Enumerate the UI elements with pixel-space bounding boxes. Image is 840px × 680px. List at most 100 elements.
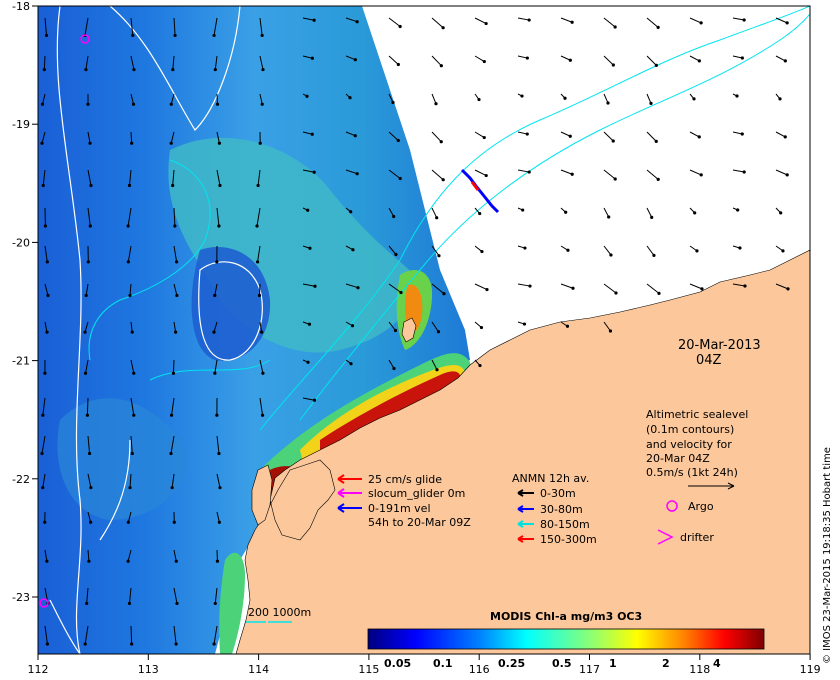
velocity-arrow [42,473,46,488]
velocity-arrow [603,17,616,28]
lon-tick-label: 112 [28,663,49,676]
velocity-arrow [44,549,48,562]
velocity-arrow-head [169,141,173,145]
velocity-arrow [259,397,264,416]
isobaths [88,6,810,431]
velocity-arrow-head [213,67,217,72]
alt-legend-line: 20-Mar 04Z [646,452,710,465]
velocity-arrow-head [392,214,396,219]
velocity-arrow-head [169,451,173,456]
velocity-arrow [560,283,574,289]
velocity-arrow-head [260,33,264,38]
velocity-arrow [646,245,655,256]
velocity-arrow [130,359,135,374]
velocity-arrow [172,359,175,374]
velocity-arrow [431,169,444,181]
lon-tick-label: 119 [800,663,821,676]
velocity-arrow-head [217,451,221,456]
velocity-arrow-head [650,215,654,219]
velocity-arrow [431,321,439,332]
velocity-arrow-head [742,170,746,174]
velocity-arrow-head [174,642,178,646]
velocity-arrow [130,397,135,416]
velocity-arrow [560,169,573,175]
velocity-arrow [560,55,571,61]
velocity-arrow-head [740,56,744,60]
argo-float-marker [80,34,90,44]
velocity-arrow-head [45,260,49,264]
velocity-arrow-head [609,253,613,257]
velocity-arrow-head [132,413,136,417]
velocity-arrow-head [261,67,265,72]
velocity-arrow-head [656,25,660,29]
velocity-arrow-head [571,286,575,290]
velocity-arrow-head [255,260,260,264]
velocity-arrow [474,55,485,62]
velocity-arrow-head [83,371,88,375]
velocity-arrow [603,207,610,218]
lat-tick-label: -20 [12,236,30,249]
velocity-arrow-head [217,224,221,228]
velocity-arrow-head [521,208,525,212]
velocity-arrow-head [522,322,527,326]
velocity-arrow-head [478,363,482,368]
argo-legend-label: Argo [688,500,714,513]
velocity-arrow [171,397,175,416]
anmn-item-150-300: 150-300m [517,533,597,546]
velocity-arrow [603,55,614,66]
alt-legend-line: (0.1m contours) [646,423,734,436]
velocity-arrow [646,283,660,294]
velocity-arrow-head [778,97,782,101]
velocity-arrow-head [306,208,310,212]
velocity-arrow [130,55,135,70]
velocity-arrow [345,169,358,175]
velocity-arrow [84,17,89,36]
svg-text:slocum_glider 0m: slocum_glider 0m [368,487,465,500]
velocity-arrow [775,17,788,24]
argo-float-marker [39,598,49,608]
velocity-arrow [259,17,263,36]
velocity-arrow-head [305,94,309,98]
argo-legend-symbol [666,500,678,512]
velocity-arrow [85,359,89,374]
velocity-arrow [129,283,132,296]
velocity-arrow [388,55,399,65]
velocity-arrow [216,207,220,227]
velocity-arrow-head [171,67,175,72]
velocity-arrow-head [130,330,134,334]
velocity-arrow-head [128,486,132,490]
velocity-arrow [213,625,218,645]
velocity-arrow [129,473,132,488]
velocity-arrow [257,169,261,186]
velocity-arrow-head [564,210,568,214]
velocity-arrow-head [312,18,316,22]
velocity-arrow-head [527,170,531,174]
velocity-arrow [127,511,132,523]
velocity-arrow-head [477,97,481,102]
velocity-arrow-head [740,132,744,136]
velocity-arrow-head [396,138,400,143]
velocity-arrow-head [566,248,570,252]
velocity-arrow-head [127,601,132,606]
velocity-arrow [775,55,786,62]
velocity-arrow-head [439,140,443,144]
velocity-arrow [388,245,397,255]
velocity-arrow [173,17,176,36]
velocity-arrow-head [212,330,216,334]
velocity-arrow [216,511,220,523]
velocity-arrow-head [656,177,660,181]
altimetry-legend: Altimetric sealevel (0.1m contours) and … [646,408,748,545]
velocity-arrow-head [783,135,787,139]
colorbar-tick-label: 0.5 [552,657,572,670]
velocity-arrow [172,55,175,70]
credit-text: © IMOS 23-Mar-2015 19:18:35 Hobart time [822,447,833,664]
anmn-item-80-150: 80-150m [517,518,590,531]
velocity-arrow [173,549,177,562]
map-date: 20-Mar-2013 [678,338,761,353]
velocity-arrow-head [735,94,739,98]
velocity-arrow [732,17,745,21]
velocity-arrow-head [520,94,524,98]
land-mainland [235,249,810,654]
lon-tick-label: 117 [579,663,600,676]
velocity-arrow-head [260,413,265,417]
